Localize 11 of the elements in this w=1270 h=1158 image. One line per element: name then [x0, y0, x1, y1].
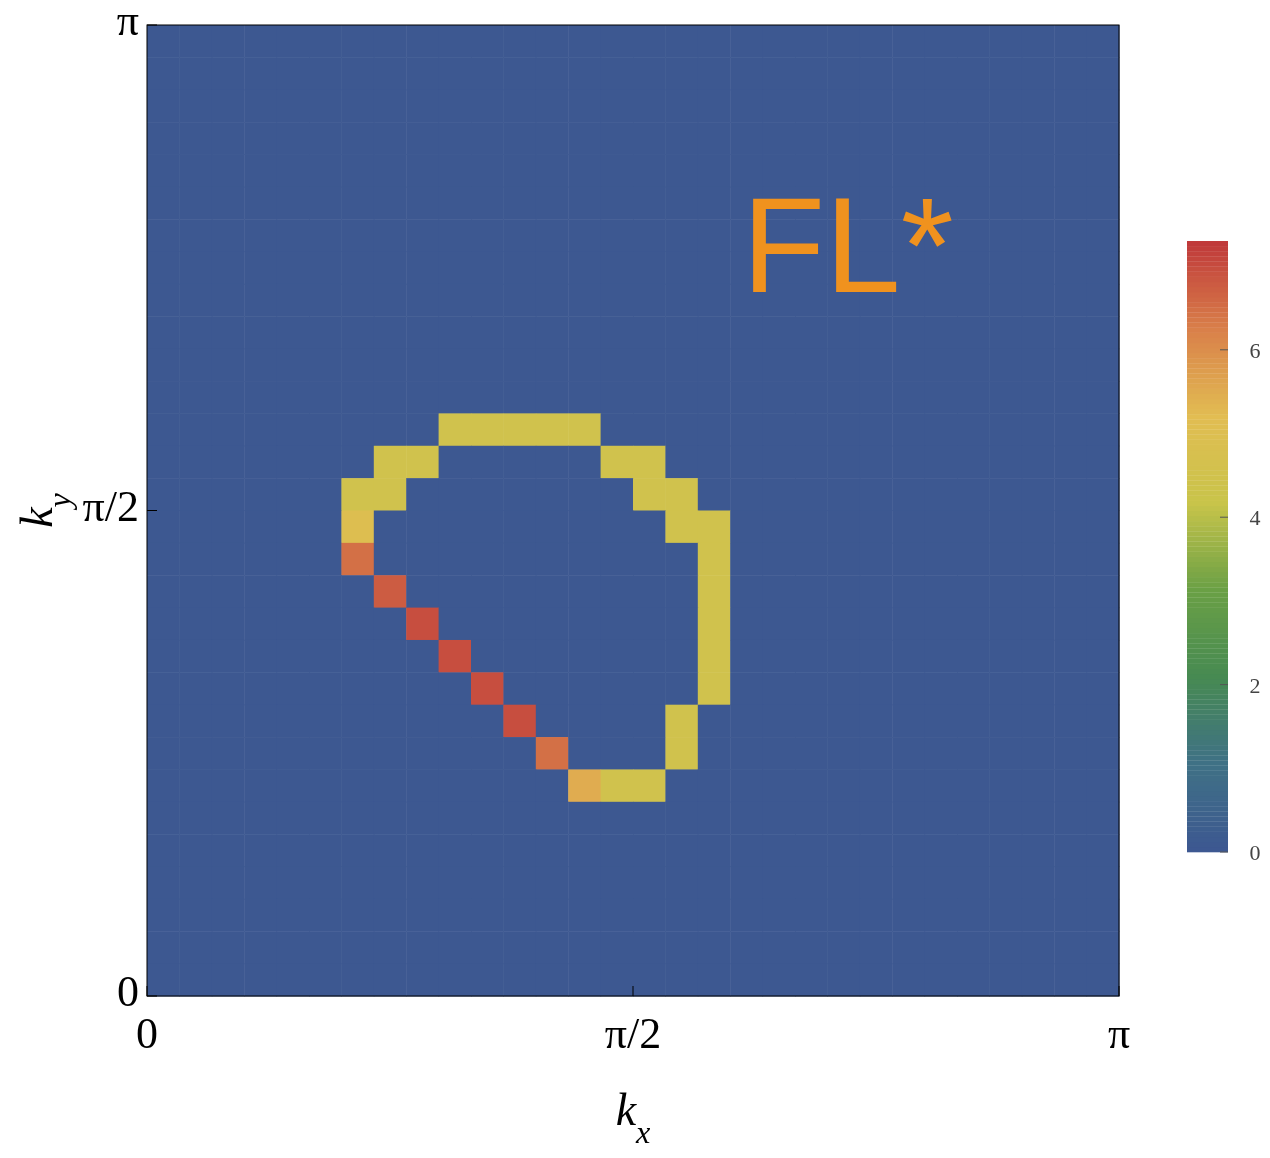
color-bar-label: 4	[1249, 505, 1261, 531]
x-tick-label: π/2	[604, 1009, 662, 1058]
color-bar-label: 0	[1249, 840, 1261, 865]
y-tick-label: π	[116, 0, 139, 45]
y-tick-label: 0	[117, 967, 139, 1016]
color-bar-label: 2	[1249, 672, 1261, 698]
color-bar-label: 6	[1249, 337, 1261, 363]
annotation: FL*	[742, 169, 954, 321]
x-axis-title: k$_{x}$	[615, 1084, 652, 1150]
x-tick-label: π	[1107, 1009, 1131, 1058]
y-tick-label: π/2	[82, 481, 139, 531]
